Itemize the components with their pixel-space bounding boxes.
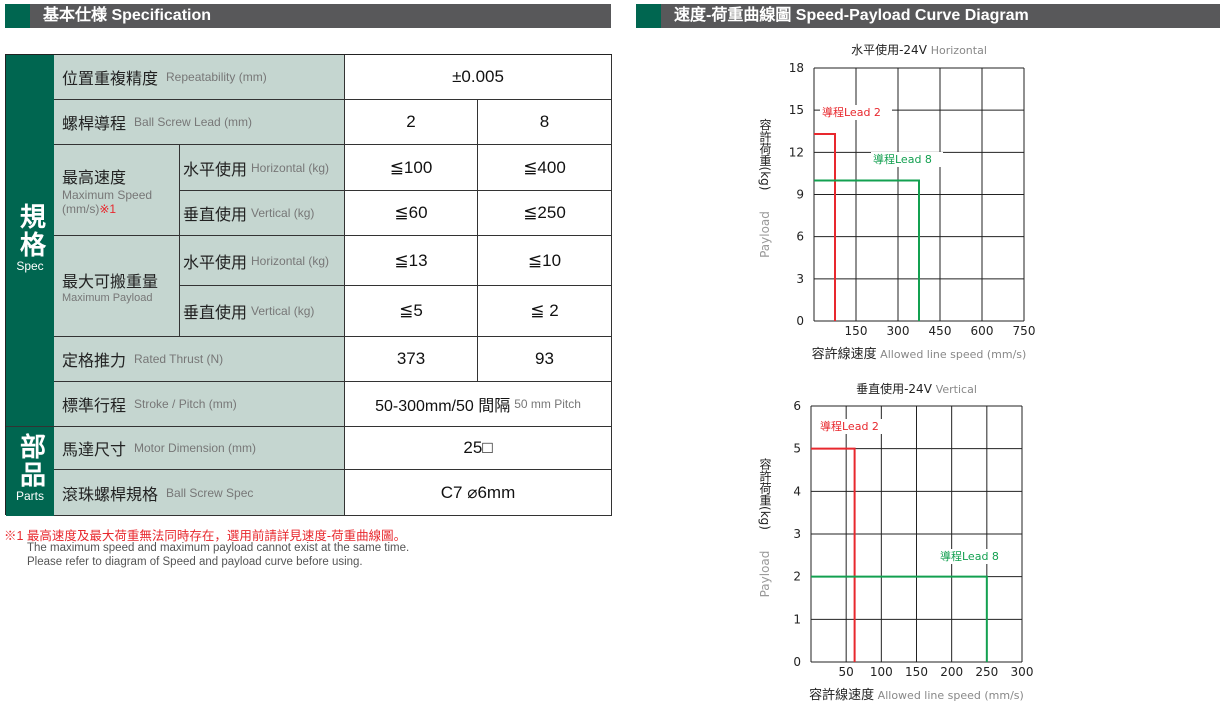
y-tick-label: 12 bbox=[789, 145, 804, 159]
series-label: 導程Lead 8 bbox=[873, 152, 932, 166]
speed-h-2: ≦400 bbox=[478, 145, 612, 191]
speed-h-1: ≦100 bbox=[345, 145, 478, 191]
x-axis-label: 容許線速度 Allowed line speed (mm/s) bbox=[809, 687, 1024, 703]
x-tick-label: 250 bbox=[975, 665, 998, 679]
spec-header: 基本仕様 Specification bbox=[5, 4, 611, 28]
spec-side-label: 規格 Spec bbox=[6, 55, 54, 427]
row-thrust-label: 定格推力 Rated Thrust (N) bbox=[54, 337, 345, 382]
row-stroke-label: 標準行程 Stroke / Pitch (mm) bbox=[54, 382, 345, 427]
y-tick-label: 3 bbox=[793, 527, 801, 541]
x-tick-label: 600 bbox=[971, 324, 994, 338]
payload-h-2: ≦10 bbox=[478, 236, 612, 286]
y-tick-label: 4 bbox=[793, 484, 801, 498]
speed-horizontal-label: 水平使用 Horizontal (kg) bbox=[180, 145, 345, 191]
row-screw-label: 滾珠螺桿規格 Ball Screw Spec bbox=[54, 470, 345, 516]
y-tick-label: 9 bbox=[796, 188, 804, 202]
series-label: 導程Lead 2 bbox=[820, 419, 879, 433]
series-line-lead-2 bbox=[811, 447, 856, 662]
row-motor-label: 馬達尺寸 Motor Dimension (mm) bbox=[54, 427, 345, 470]
lead-8: 8 bbox=[478, 100, 612, 145]
row-payload-label: 最大可搬重量 Maximum Payload bbox=[54, 236, 180, 337]
y-tick-label: 6 bbox=[793, 399, 801, 413]
payload-v-1: ≦5 bbox=[345, 286, 478, 337]
payload-h-1: ≦13 bbox=[345, 236, 478, 286]
y-tick-label: 6 bbox=[796, 230, 804, 244]
footnote-en-1: The maximum speed and maximum payload ca… bbox=[27, 542, 410, 554]
parts-side-label: 部品 Parts bbox=[6, 427, 54, 516]
y-tick-label: 0 bbox=[793, 655, 801, 669]
series-line-lead-8 bbox=[814, 179, 920, 321]
y-tick-label: 18 bbox=[789, 61, 804, 75]
y-tick-label: 3 bbox=[796, 272, 804, 286]
stroke-value: 50-300mm/50 間隔 50 mm Pitch bbox=[345, 382, 612, 427]
payload-v-2: ≦ 2 bbox=[478, 286, 612, 337]
y-tick-label: 1 bbox=[793, 612, 801, 626]
thrust-2: 93 bbox=[478, 337, 612, 382]
y-axis-label: 容許荷重(kg) bbox=[758, 117, 772, 190]
speed-v-1: ≦60 bbox=[345, 191, 478, 236]
x-tick-label: 50 bbox=[839, 665, 854, 679]
x-tick-label: 750 bbox=[1013, 324, 1036, 338]
row-lead-label: 螺桿導程 Ball Screw Lead (mm) bbox=[54, 100, 345, 145]
series-label-bg bbox=[818, 419, 890, 434]
series-line-lead-2 bbox=[814, 133, 836, 321]
row-repeatability-value: ±0.005 bbox=[345, 55, 612, 100]
y-tick-label: 2 bbox=[793, 570, 801, 584]
footnote-en-2: Please refer to diagram of Speed and pay… bbox=[27, 556, 363, 568]
x-tick-label: 450 bbox=[929, 324, 952, 338]
series-label: 導程Lead 8 bbox=[940, 549, 999, 563]
chart-title: 垂直使用-24V Vertical bbox=[856, 381, 977, 396]
lead-2: 2 bbox=[345, 100, 478, 145]
y-axis-label: 容許荷重(kg) bbox=[758, 457, 772, 530]
series-label-bg bbox=[871, 152, 943, 167]
screw-value: C7 ⌀6mm bbox=[345, 470, 612, 516]
series-label-bg bbox=[820, 105, 892, 120]
motor-value: 25□ bbox=[345, 427, 612, 470]
curve-header: 速度-荷重曲線圖 Speed-Payload Curve Diagram bbox=[636, 4, 1220, 28]
x-tick-label: 300 bbox=[887, 324, 910, 338]
x-tick-label: 150 bbox=[905, 665, 928, 679]
y-tick-label: 0 bbox=[796, 314, 804, 328]
x-tick-label: 100 bbox=[870, 665, 893, 679]
y-axis-label-en: Payload bbox=[758, 551, 772, 598]
speed-vertical-label: 垂直使用 Vertical (kg) bbox=[180, 191, 345, 236]
spec-table: 規格 Spec 部品 Parts 位置重複精度 Repeatability (mm) … bbox=[5, 54, 612, 516]
x-tick-label: 200 bbox=[940, 665, 963, 679]
series-label: 導程Lead 2 bbox=[822, 105, 881, 119]
payload-horizontal-label: 水平使用 Horizontal (kg) bbox=[180, 236, 345, 286]
y-tick-label: 15 bbox=[789, 103, 804, 117]
thrust-1: 373 bbox=[345, 337, 478, 382]
row-repeatability-label: 位置重複精度 Repeatability (mm) bbox=[54, 55, 345, 100]
x-tick-label: 150 bbox=[845, 324, 868, 338]
speed-v-2: ≦250 bbox=[478, 191, 612, 236]
series-line-lead-8 bbox=[811, 575, 988, 662]
row-speed-label: 最高速度 Maximum Speed (mm/s)※1 bbox=[54, 145, 180, 236]
payload-vertical-label: 垂直使用 Vertical (kg) bbox=[180, 286, 345, 337]
series-label-bg bbox=[938, 549, 1010, 564]
x-tick-label: 300 bbox=[1011, 665, 1034, 679]
y-axis-label-en: Payload bbox=[758, 211, 772, 258]
y-tick-label: 5 bbox=[793, 442, 801, 456]
footnote: ※1 最高速度及最大荷重無法同時存在，選用前請詳見速度-荷重曲線圖。 bbox=[4, 529, 407, 543]
x-axis-label: 容許線速度 Allowed line speed (mm/s) bbox=[812, 346, 1027, 362]
chart-title: 水平使用-24V Horizontal bbox=[851, 42, 987, 57]
